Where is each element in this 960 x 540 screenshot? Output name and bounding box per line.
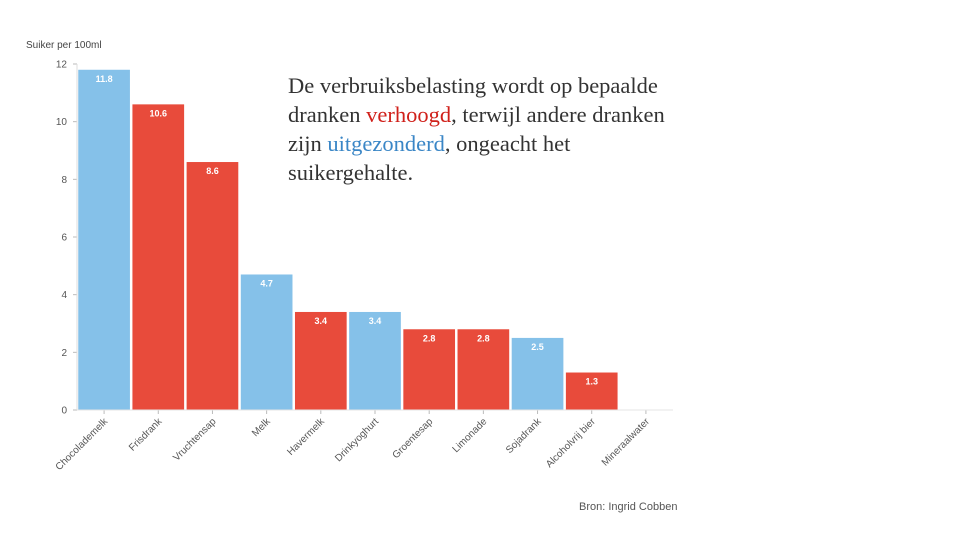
bar xyxy=(78,69,130,411)
y-tick-label: 4 xyxy=(61,290,67,301)
bar-value-label: 3.4 xyxy=(315,316,328,326)
bar xyxy=(132,104,185,410)
bar xyxy=(403,329,456,410)
bar-value-label: 2.5 xyxy=(531,342,544,352)
bar xyxy=(186,162,239,410)
y-axis-label: Suiker per 100ml xyxy=(26,40,102,51)
bars xyxy=(78,69,618,411)
bar-value-label: 3.4 xyxy=(369,316,382,326)
bar-value-label: 10.6 xyxy=(150,108,168,118)
y-tick-label: 0 xyxy=(61,406,67,417)
bar-value-label: 4.7 xyxy=(260,278,273,288)
x-tick-label: Chocolademelk xyxy=(54,416,111,473)
annotation-part1: De verbruiksbelasting wordt op bepaalde … xyxy=(288,73,658,127)
y-tick-label: 12 xyxy=(56,60,68,71)
bar xyxy=(457,329,510,410)
y-tick-label: 2 xyxy=(61,348,67,359)
annotation-part3: , ongeacht het suikergehalte. xyxy=(288,131,571,185)
bar xyxy=(240,274,293,410)
annotation-part2: , terwijl andere dranken zijn xyxy=(288,102,665,156)
x-tick-label: Melk xyxy=(250,416,273,439)
highlight-raised: verhoogd xyxy=(366,102,452,127)
y-tick-label: 10 xyxy=(56,117,68,128)
x-tick-label: Frisdrank xyxy=(127,416,165,454)
bar xyxy=(349,311,401,410)
y-axis: 0 2 4 6 8 10 12 xyxy=(56,60,78,417)
annotation-text: De verbruiksbelasting wordt op bepaalde … xyxy=(288,71,688,187)
x-tick-label: Limonade xyxy=(451,416,490,455)
bar-value-label: 2.8 xyxy=(423,333,436,343)
x-tick-label: Vruchtensap xyxy=(171,416,219,464)
x-tick-label: Havermelk xyxy=(285,416,327,458)
x-tick-label: Groentesap xyxy=(391,416,436,461)
x-tick-label: Drinkyoghurt xyxy=(333,416,381,464)
bar-value-label: 2.8 xyxy=(477,333,490,343)
highlight-exempt: uitgezonderd xyxy=(327,131,445,156)
bar-value-label: 11.8 xyxy=(96,74,113,84)
bar xyxy=(565,372,618,410)
x-tick-label: Sojadrank xyxy=(504,416,544,456)
bar xyxy=(511,337,564,410)
y-tick-label: 6 xyxy=(61,233,67,244)
bar-value-labels: 11.8 10.6 8.6 4.7 3.4 3.4 2.8 2.8 2.5 1.3 xyxy=(96,74,598,387)
source-note: Bron: Ingrid Cobben xyxy=(579,501,678,513)
x-tick-label: Mineraalwater xyxy=(600,416,653,469)
bar xyxy=(294,311,347,410)
y-tick-label: 8 xyxy=(61,175,67,186)
x-axis: Chocolademelk Frisdrank Vruchtensap Melk Hav… xyxy=(54,409,673,473)
bar-value-label: 1.3 xyxy=(585,377,598,387)
x-tick-label: Alcoholvrij bier xyxy=(544,416,598,470)
bar-value-label: 8.6 xyxy=(206,166,219,176)
